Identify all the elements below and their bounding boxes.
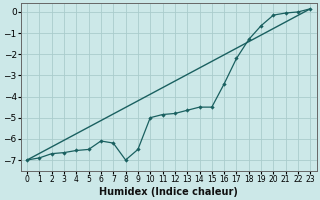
X-axis label: Humidex (Indice chaleur): Humidex (Indice chaleur) [99, 187, 238, 197]
